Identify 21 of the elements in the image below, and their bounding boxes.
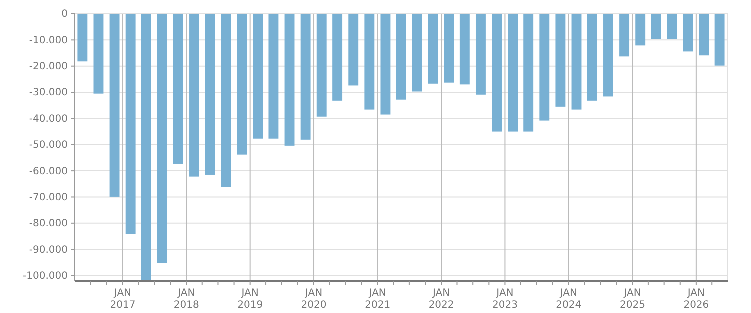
y-tick-label: -80.000: [29, 218, 68, 230]
y-tick-label: -40.000: [29, 114, 68, 125]
x-tick-label: JAN 2024: [556, 288, 582, 311]
x-tick-label: JAN 2017: [110, 288, 136, 311]
x-tick-label: JAN 2022: [428, 288, 454, 311]
x-tick-label: JAN 2025: [620, 288, 646, 311]
y-tick-label: 0: [62, 9, 68, 20]
x-tick-label: JAN 2018: [174, 288, 200, 311]
x-tick-label: JAN 2020: [301, 288, 327, 311]
y-tick-label: -10.000: [29, 35, 68, 46]
y-tick-label: -20.000: [29, 62, 68, 73]
x-tick-label: JAN 2019: [238, 288, 264, 311]
y-tick-label: -90.000: [29, 244, 68, 256]
y-tick-label: -100.000: [23, 270, 68, 282]
y-tick-label: -50.000: [29, 140, 68, 152]
y-tick-label: -70.000: [29, 192, 68, 204]
x-tick-label: JAN 2023: [492, 288, 518, 311]
y-tick-label: -60.000: [29, 166, 68, 178]
y-tick-label: -30.000: [29, 88, 68, 99]
x-tick-label: JAN 2026: [684, 288, 710, 311]
x-tick-label: JAN 2021: [365, 288, 391, 311]
